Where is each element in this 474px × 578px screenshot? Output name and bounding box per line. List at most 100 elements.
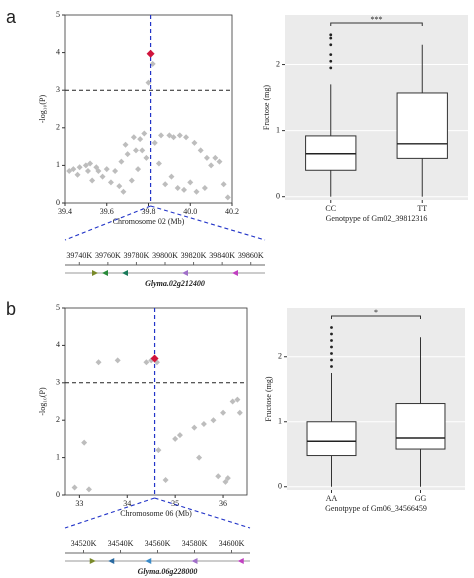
y-tick-label: 0 (56, 490, 60, 499)
point (197, 147, 204, 154)
track-tick-label: 39740K (66, 251, 92, 260)
point (124, 151, 131, 158)
point (95, 168, 102, 175)
point (191, 139, 198, 146)
outlier (329, 33, 333, 37)
point (76, 164, 83, 171)
gene-marker (145, 558, 152, 564)
point (82, 162, 89, 169)
track-tick-label: 39840K (209, 251, 235, 260)
plot-frame (64, 14, 233, 204)
track-tick-label: 39760K (95, 251, 121, 260)
point (151, 139, 158, 146)
point (114, 357, 121, 364)
significance-label: *** (371, 15, 383, 24)
x-tick-label: TT (417, 204, 427, 213)
point (112, 168, 119, 175)
point (172, 435, 179, 442)
point (203, 154, 210, 161)
outlier (329, 36, 333, 40)
point (162, 477, 169, 484)
x-tick-label: 39.8 (142, 207, 156, 216)
significance-label: * (374, 308, 378, 317)
outlier (330, 326, 333, 329)
point (103, 166, 110, 173)
panel-label: a (6, 7, 17, 27)
y-tick-label: 2 (276, 59, 280, 68)
outlier (329, 43, 333, 47)
point (130, 134, 137, 141)
lead-point (150, 354, 159, 363)
point (135, 166, 142, 173)
y-tick-label: 4 (56, 47, 60, 56)
point (155, 447, 162, 454)
point (158, 132, 165, 139)
point (143, 359, 150, 366)
y-tick-label: 2 (278, 352, 282, 361)
point (107, 179, 114, 186)
box (306, 421, 357, 457)
track-tick-label: 34560K (145, 539, 171, 548)
gene-marker (191, 558, 198, 564)
outlier (330, 339, 333, 342)
y-axis-label: -log₁₀(P) (38, 387, 47, 416)
point (137, 136, 144, 143)
x-axis-label: Chromosome 06 (Mb) (120, 509, 192, 518)
point (71, 484, 78, 491)
point (74, 171, 81, 178)
point (201, 184, 208, 191)
point (222, 478, 229, 485)
point (99, 173, 106, 180)
significance-bracket (330, 22, 423, 26)
point (200, 420, 207, 427)
gene-marker (108, 558, 115, 564)
gene-name: Glyma.02g212400 (145, 279, 205, 288)
point (70, 166, 77, 173)
point (174, 184, 181, 191)
point (170, 134, 177, 141)
y-axis-label: -log₁₀(P) (38, 95, 47, 124)
point (229, 398, 236, 405)
point (208, 162, 215, 169)
track-tick-label: 34600K (219, 539, 245, 548)
track-tick-label: 39820K (181, 251, 207, 260)
y-tick-label: 5 (56, 10, 60, 19)
point (183, 134, 190, 141)
point (118, 158, 125, 165)
gene-name: Glyma.06g228000 (138, 567, 198, 576)
gene-marker (92, 270, 98, 276)
point (155, 160, 162, 167)
x-tick-label: GG (415, 494, 427, 503)
y-tick-label: 0 (56, 198, 60, 207)
outlier (330, 365, 333, 368)
point (191, 424, 198, 431)
track-tick-label: 39860K (238, 251, 264, 260)
y-tick-label: 1 (278, 417, 282, 426)
point (120, 188, 127, 195)
point (210, 417, 217, 424)
point (216, 158, 223, 165)
gene-marker (232, 270, 238, 276)
x-tick-label: 40.2 (225, 207, 239, 216)
outlier (329, 53, 333, 57)
y-tick-label: 3 (56, 378, 60, 387)
x-axis-label: Genotpype of Gm06_34566459 (325, 504, 427, 513)
point (89, 177, 96, 184)
track-tick-label: 39800K (152, 251, 178, 260)
point (236, 409, 243, 416)
point (220, 181, 227, 188)
y-tick-label: 1 (276, 125, 280, 134)
gene-marker (89, 558, 96, 564)
track-tick-label: 34580K (182, 539, 208, 548)
panel-label: b (6, 299, 16, 319)
x-tick-label: AA (326, 494, 338, 503)
point (187, 179, 194, 186)
x-axis-label: Chromosome 02 (Mb) (113, 217, 185, 226)
outlier (329, 66, 333, 70)
x-axis-label: Genotpype of Gm02_39812316 (326, 214, 428, 223)
x-tick-label: 39.4 (58, 207, 72, 216)
point (162, 181, 169, 188)
point (220, 409, 227, 416)
point (176, 132, 183, 139)
